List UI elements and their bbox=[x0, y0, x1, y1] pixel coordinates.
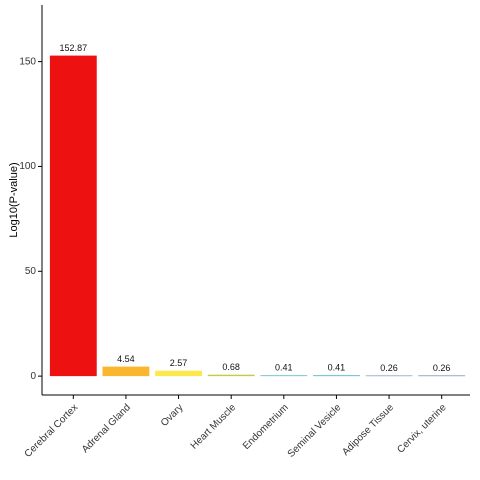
value-label: 0.41 bbox=[328, 363, 346, 373]
x-tick-label: Cervix, uterine bbox=[395, 402, 449, 456]
value-label: 4.54 bbox=[117, 354, 135, 364]
x-tick-label: Seminal Vesicle bbox=[286, 402, 344, 460]
value-label: 0.68 bbox=[222, 362, 240, 372]
x-tick-label: Adipose Tissue bbox=[340, 402, 396, 458]
bar bbox=[313, 375, 360, 377]
bar bbox=[207, 374, 255, 377]
x-tick-label: Ovary bbox=[159, 402, 186, 429]
bar bbox=[418, 375, 466, 377]
x-tick-label: Endometrium bbox=[241, 402, 291, 452]
x-tick-label: Adrenal Gland bbox=[80, 402, 133, 455]
x-tick-label: Heart Muscle bbox=[189, 402, 239, 452]
bar bbox=[49, 55, 97, 377]
y-tick-label: 0 bbox=[30, 371, 36, 382]
value-label: 0.41 bbox=[275, 363, 293, 373]
value-label: 0.26 bbox=[433, 363, 451, 373]
y-tick-label: 50 bbox=[25, 266, 37, 277]
bar bbox=[155, 370, 202, 377]
bar bbox=[365, 375, 413, 377]
bar bbox=[102, 366, 150, 377]
value-label: 0.26 bbox=[380, 363, 398, 373]
y-tick-label: 150 bbox=[19, 56, 36, 67]
x-tick-label: Cerebral Cortex bbox=[23, 402, 81, 460]
y-axis-label: Log10(P-value) bbox=[8, 162, 20, 237]
y-tick-label: 100 bbox=[19, 161, 36, 172]
value-label: 152.87 bbox=[60, 43, 88, 53]
value-label: 2.57 bbox=[170, 358, 188, 368]
bar bbox=[260, 375, 308, 377]
